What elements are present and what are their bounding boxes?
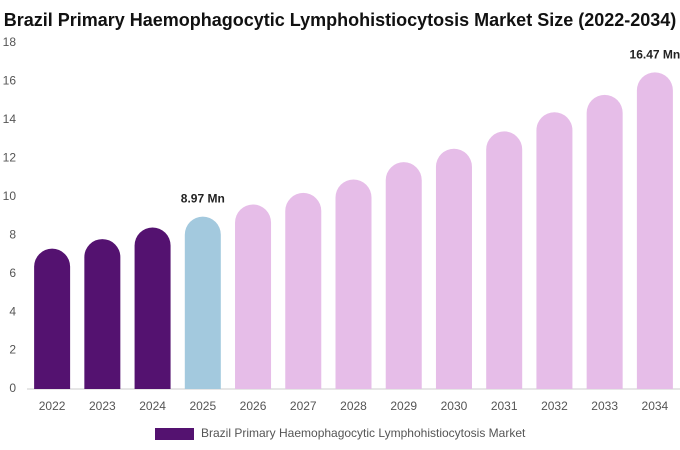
bar (586, 94, 623, 389)
y-tick-label: 4 (9, 304, 16, 318)
x-tick-label: 2030 (441, 399, 468, 413)
data-label: 8.97 Mn (181, 192, 225, 206)
x-tick-label: 2022 (39, 399, 66, 413)
x-tick-label: 2024 (139, 399, 166, 413)
x-tick-label: 2029 (390, 399, 417, 413)
bar (385, 162, 422, 389)
x-tick-label: 2028 (340, 399, 367, 413)
y-tick-label: 6 (9, 266, 16, 280)
x-tick-label: 2026 (240, 399, 267, 413)
y-tick-label: 2 (9, 343, 16, 357)
y-tick-label: 14 (3, 112, 17, 126)
bar (34, 248, 71, 389)
y-tick-label: 0 (9, 381, 16, 395)
chart-title: Brazil Primary Haemophagocytic Lymphohis… (4, 10, 677, 30)
x-tick-label: 2033 (591, 399, 618, 413)
bar (536, 112, 573, 389)
data-label: 16.47 Mn (630, 48, 680, 62)
x-tick-label: 2023 (89, 399, 116, 413)
x-tick-label: 2025 (189, 399, 216, 413)
y-tick-label: 12 (3, 151, 17, 165)
x-tick-label: 2027 (290, 399, 317, 413)
bar (84, 239, 121, 389)
legend-swatch (155, 428, 194, 440)
x-tick-label: 2031 (491, 399, 518, 413)
y-tick-label: 18 (3, 35, 17, 49)
y-tick-label: 8 (9, 227, 16, 241)
x-tick-label: 2034 (642, 399, 669, 413)
bar (134, 227, 171, 389)
y-tick-label: 10 (3, 189, 17, 203)
legend-label: Brazil Primary Haemophagocytic Lymphohis… (201, 426, 526, 440)
bar (335, 179, 372, 389)
bar (235, 204, 272, 389)
y-tick-label: 16 (3, 74, 17, 88)
x-tick-label: 2032 (541, 399, 568, 413)
bar (636, 72, 673, 389)
bar (486, 131, 523, 389)
bar (184, 216, 221, 389)
bar (285, 192, 322, 389)
bar (435, 148, 472, 389)
